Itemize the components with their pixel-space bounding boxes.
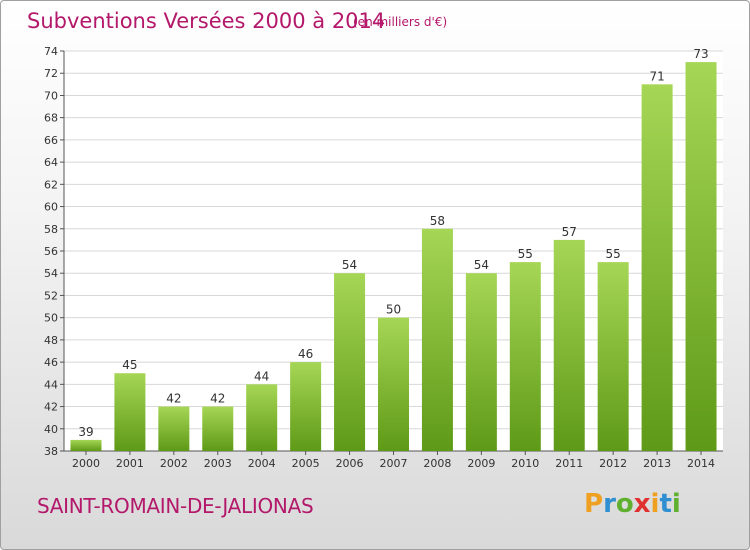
bar [290, 362, 322, 451]
y-tick-label: 46 [44, 356, 58, 369]
x-tick-label: 2005 [292, 457, 320, 470]
bar [553, 239, 585, 451]
y-tick-label: 48 [44, 334, 58, 347]
bar [597, 262, 629, 451]
x-tick-label: 2008 [423, 457, 451, 470]
chart-title: Subventions Versées 2000 à 2014 [27, 9, 386, 33]
bar [685, 62, 717, 451]
bar [378, 317, 409, 451]
data-label: 42 [210, 392, 225, 406]
data-label: 54 [474, 258, 489, 272]
y-tick-label: 68 [44, 112, 58, 125]
data-label: 39 [78, 425, 93, 439]
data-labels: 39 45 42 42 44 46 54 50 58 54 55 57 55 71 73 [78, 47, 708, 439]
data-label: 55 [606, 247, 621, 261]
y-tick-label: 38 [44, 445, 58, 458]
data-label: 50 [386, 303, 401, 317]
data-label: 57 [562, 225, 577, 239]
bar [158, 406, 190, 451]
x-tick-label: 2013 [643, 457, 671, 470]
data-label: 55 [518, 247, 533, 261]
logo-letter: r [603, 489, 616, 519]
axes: 38 40 42 44 46 48 50 52 54 56 58 60 62 64 66 68 70 72 74 20… [44, 45, 723, 470]
data-label: 42 [166, 392, 181, 406]
x-tick-label: 2000 [72, 457, 100, 470]
logo-letter: P [584, 489, 604, 519]
bar [465, 273, 497, 451]
x-tick-label: 2003 [204, 457, 232, 470]
logo-letter: i [671, 489, 681, 519]
logo-letter: o [615, 489, 634, 519]
x-tick-label: 2006 [336, 457, 364, 470]
x-tick-label: 2011 [555, 457, 583, 470]
bar [509, 262, 541, 451]
y-tick-label: 62 [44, 178, 58, 191]
data-label: 73 [693, 47, 708, 61]
y-tick-label: 64 [44, 156, 58, 169]
logo-letter: i [650, 489, 660, 519]
x-tick-label: 2004 [248, 457, 276, 470]
bar [114, 373, 146, 451]
data-label: 46 [298, 347, 313, 361]
proxiti-logo: Proxiti [584, 489, 681, 519]
y-tick-label: 54 [44, 267, 58, 280]
y-tick-label: 42 [44, 401, 58, 414]
y-tick-label: 58 [44, 223, 58, 236]
data-label: 44 [254, 369, 269, 383]
x-tick-label: 2014 [687, 457, 715, 470]
y-tick-label: 56 [44, 245, 58, 258]
bars [70, 62, 717, 451]
x-tick-label: 2002 [160, 457, 188, 470]
y-tick-label: 66 [44, 134, 58, 147]
y-tick-label: 40 [44, 423, 58, 436]
y-tick-label: 60 [44, 201, 58, 214]
data-label: 54 [342, 258, 357, 272]
bar [421, 228, 453, 451]
x-tick-label: 2001 [116, 457, 144, 470]
logo-letter: x [633, 489, 651, 519]
x-tick-label: 2010 [511, 457, 539, 470]
logo-letter: t [659, 489, 672, 519]
place-name: SAINT-ROMAIN-DE-JALIONAS [37, 494, 314, 518]
y-tick-label: 74 [44, 45, 58, 58]
x-tick-label: 2009 [467, 457, 495, 470]
bar [70, 439, 102, 451]
bar [334, 273, 366, 451]
data-label: 58 [430, 214, 445, 228]
bar [202, 406, 234, 451]
bar [641, 84, 673, 451]
y-tick-label: 70 [44, 89, 58, 102]
chart-subtitle: (en milliers d'€) [353, 15, 448, 29]
y-tick-label: 50 [44, 312, 58, 325]
y-tick-label: 72 [44, 67, 58, 80]
data-label: 45 [122, 358, 137, 372]
x-tick-label: 2012 [599, 457, 627, 470]
y-tick-label: 44 [44, 378, 58, 391]
y-tick-label: 52 [44, 289, 58, 302]
bar [246, 384, 278, 451]
data-label: 71 [649, 69, 664, 83]
x-tick-label: 2007 [380, 457, 408, 470]
